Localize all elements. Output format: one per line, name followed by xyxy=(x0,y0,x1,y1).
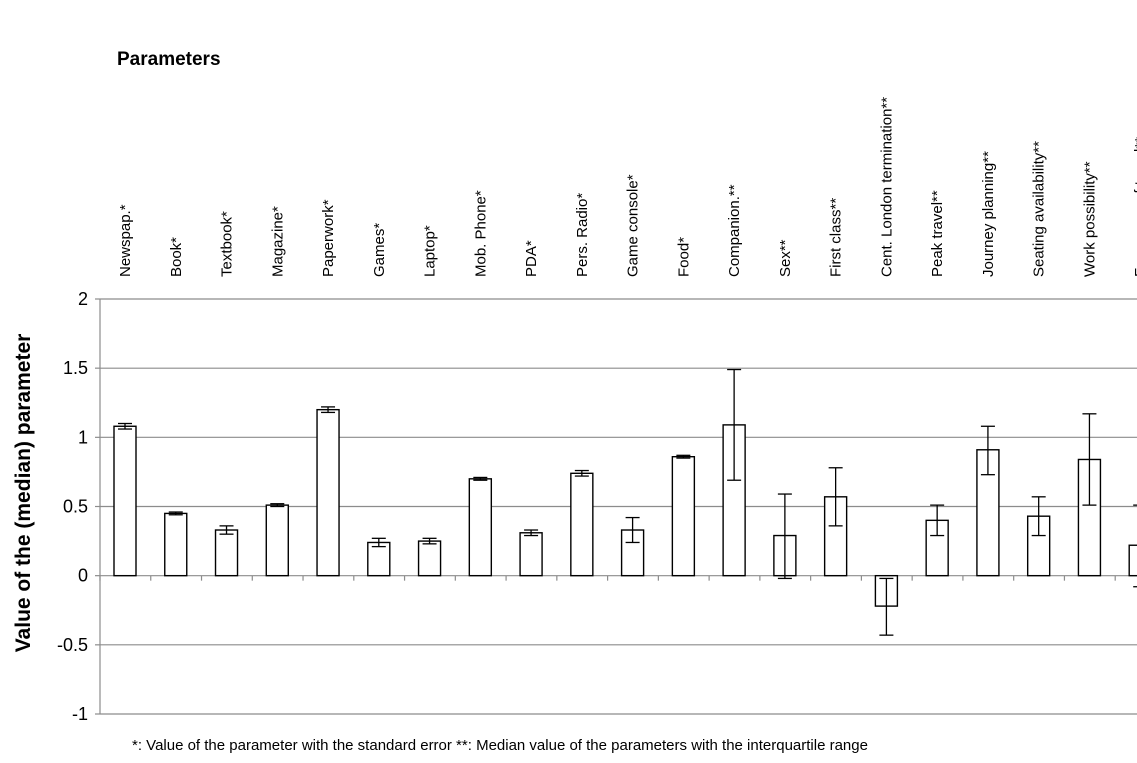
category-label: Games* xyxy=(371,223,388,277)
bar xyxy=(214,529,239,577)
bar xyxy=(671,456,696,577)
y-tick-label: 1.5 xyxy=(63,358,88,378)
category-labels: Newspap.* Book* Textbook* Magazine* Paperwor… xyxy=(117,97,1137,277)
y-tick-label: -1 xyxy=(72,704,88,724)
category-label: PDA* xyxy=(523,240,540,277)
y-tick-label: 0.5 xyxy=(63,497,88,517)
y-axis-label: Value of the (median) parameter xyxy=(12,334,35,653)
category-label: Paperwork* xyxy=(320,199,337,277)
bar xyxy=(265,504,289,577)
bar xyxy=(164,512,188,577)
category-label: Textbook* xyxy=(219,211,236,277)
category-label: Laptop* xyxy=(422,225,439,277)
bar xyxy=(113,425,137,577)
category-label: Newspap.* xyxy=(117,204,134,277)
category-label: Food* xyxy=(675,237,692,277)
category-label: Game console* xyxy=(625,174,642,277)
category-label: Peak travel** xyxy=(929,190,946,277)
category-label: Sex** xyxy=(777,239,794,277)
y-tick-label: 2 xyxy=(78,289,88,309)
error-bars xyxy=(118,368,1137,636)
footnote: *: Value of the parameter with the stand… xyxy=(132,737,868,754)
bar xyxy=(417,540,442,577)
bar xyxy=(316,408,340,577)
bars xyxy=(113,408,1137,607)
category-label: Cent. London termination** xyxy=(878,97,895,277)
category-label: Journey planning** xyxy=(980,151,997,277)
category-label: Seating availability** xyxy=(1031,141,1048,277)
category-label: Work possibility** xyxy=(1081,161,1098,277)
bar xyxy=(468,478,493,577)
bar xyxy=(570,472,594,577)
chart-title: Parameters xyxy=(117,49,221,70)
bar xyxy=(1128,544,1137,577)
category-label: First class** xyxy=(828,198,845,277)
category-label: Frequency of travel** xyxy=(1132,137,1137,277)
y-tick-label: 1 xyxy=(78,427,88,447)
category-label: Pers. Radio* xyxy=(574,193,591,277)
category-label: Book* xyxy=(168,237,185,277)
y-tick-label: -0.5 xyxy=(57,635,88,655)
category-label: Mob. Phone* xyxy=(472,190,489,277)
category-label: Companion.** xyxy=(726,184,743,277)
category-label: Magazine* xyxy=(269,206,286,277)
y-tick-labels: 2 1.5 1 0.5 0 -0.5 -1 xyxy=(57,289,88,724)
y-tick-label: 0 xyxy=(78,566,88,586)
bar xyxy=(367,541,391,577)
bar xyxy=(519,532,543,577)
